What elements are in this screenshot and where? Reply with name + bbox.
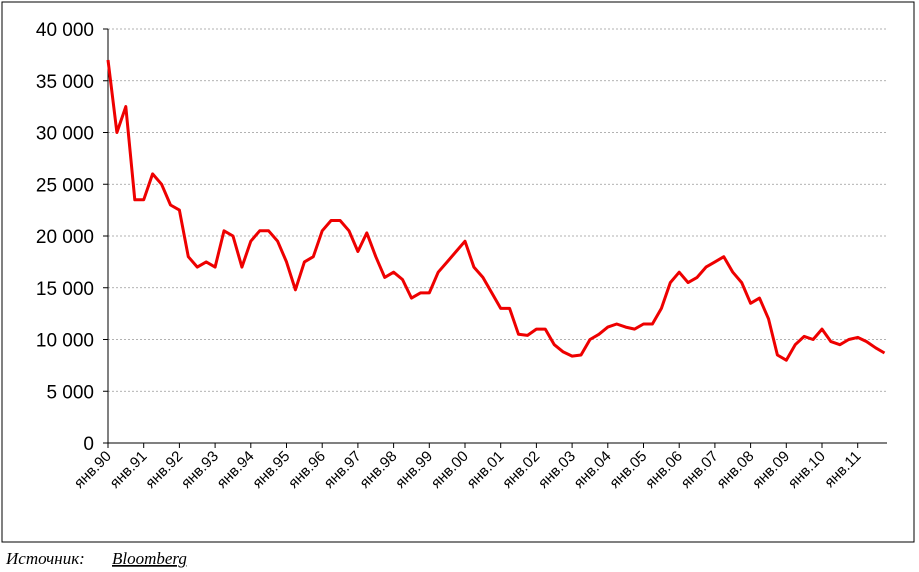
chart-frame	[1, 1, 915, 543]
y-tick-label: 35 000	[36, 72, 94, 93]
source-name: Bloomberg	[112, 549, 187, 568]
data-line	[106, 59, 886, 362]
y-tick-label: 10 000	[36, 331, 94, 352]
y-tick-label: 30 000	[36, 124, 94, 145]
y-tick-label: 15 000	[36, 279, 94, 300]
y-tick-label: 0	[83, 434, 94, 455]
y-tick-label: 40 000	[36, 20, 94, 41]
y-tick-label: 5 000	[46, 382, 94, 403]
y-tick-label: 25 000	[36, 175, 94, 196]
source-label: Источник:	[5, 549, 85, 568]
y-tick-label: 20 000	[36, 227, 94, 248]
